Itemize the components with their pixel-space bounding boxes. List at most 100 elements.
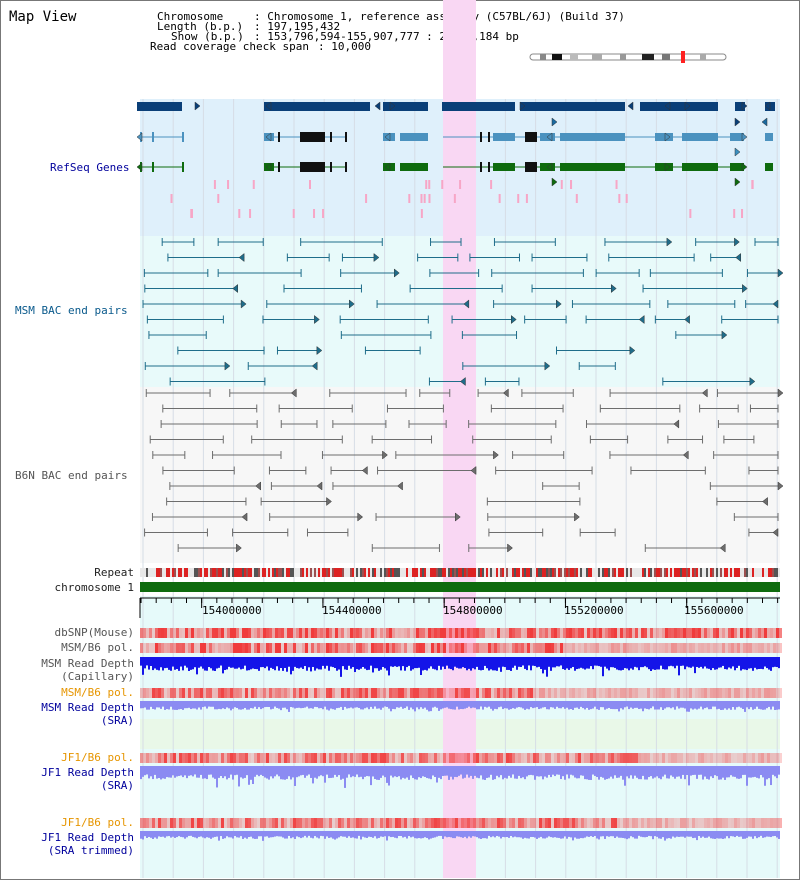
refseq-pink-marker: [308, 180, 311, 189]
jf1-depth-bar: [154, 766, 156, 775]
msm-depth-sra-bar: [276, 701, 278, 708]
track-label-msm-b6-pol: MSM/B6 pol.: [61, 641, 134, 654]
jf1-depth-trimmed-bar: [300, 831, 302, 839]
msm-depth-capillary-bar: [484, 657, 486, 666]
msm-depth-capillary-bar: [380, 657, 382, 670]
jf1-b6-pol-trimmed-strip: [557, 818, 560, 828]
jf1-depth-bar: [414, 766, 416, 780]
jf1-depth-bar: [176, 766, 178, 777]
repeat-mark: [678, 568, 680, 577]
dbsnp-strip: [713, 628, 716, 638]
msm-depth-sra-bar: [268, 701, 270, 708]
jf1-depth-trimmed-bar: [658, 831, 660, 839]
repeat-mark: [552, 568, 554, 577]
repeat-mark: [150, 568, 152, 577]
repeat-mark: [306, 568, 308, 577]
repeat-mark: [272, 568, 274, 577]
jf1-b6-pol-strip: [752, 753, 755, 763]
dbsnp-strip: [536, 628, 539, 638]
jf1-depth-trimmed-bar: [596, 831, 598, 839]
msm-depth-capillary-bar: [722, 657, 724, 666]
msm-depth-capillary-bar: [432, 657, 434, 669]
gene-exon: [488, 162, 490, 172]
jf1-depth-trimmed-bar: [368, 831, 370, 837]
repeat-mark: [342, 568, 344, 577]
jf1-depth-trimmed-bar: [426, 831, 428, 838]
msm-b6-pol-strip: [725, 643, 728, 653]
repeat-mark: [408, 568, 410, 577]
jf1-b6-pol-trimmed-strip: [734, 818, 737, 828]
msm-depth-capillary-bar: [752, 657, 754, 671]
repeat-mark: [554, 568, 556, 577]
msm-depth-sra-bar: [730, 701, 732, 710]
jf1-b6-pol-trimmed-strip: [668, 818, 671, 828]
track-label-b6n-bac: B6N BAC end pairs: [15, 469, 128, 482]
jf1-depth-bar: [214, 766, 216, 779]
dbsnp-strip: [152, 628, 155, 638]
jf1-b6-pol-trimmed-strip: [386, 818, 389, 828]
msm-b6-pol-strip: [146, 643, 149, 653]
repeat-mark: [656, 568, 658, 577]
dbsnp-strip: [740, 628, 743, 638]
msm-b6-pol-strip: [641, 643, 644, 653]
jf1-depth-bar: [454, 766, 456, 777]
msm-depth-sra-bar: [562, 701, 564, 708]
repeat-mark: [518, 568, 520, 577]
repeat-mark: [676, 568, 678, 577]
msm-depth-capillary-bar: [268, 657, 270, 671]
repeat-mark: [712, 568, 714, 577]
msm-b6-pol-sra-strip: [269, 688, 272, 698]
jf1-b6-pol-strip: [596, 753, 599, 763]
repeat-mark: [706, 568, 708, 577]
jf1-b6-pol-trimmed-strip: [440, 818, 443, 828]
jf1-b6-pol-strip: [755, 753, 758, 763]
jf1-depth-trimmed-bar: [474, 831, 476, 837]
dbsnp-strip: [389, 628, 392, 638]
jf1-depth-bar: [674, 766, 676, 779]
jf1-depth-trimmed-bar: [462, 831, 464, 838]
msm-b6-pol-sra-strip: [770, 688, 773, 698]
msm-b6-pol-sra-strip: [197, 688, 200, 698]
jf1-b6-pol-trimmed-strip: [740, 818, 743, 828]
msm-depth-capillary-bar: [756, 657, 758, 670]
msm-depth-capillary-bar: [330, 657, 332, 667]
msm-b6-pol-strip: [434, 643, 437, 653]
jf1-b6-pol-trimmed-strip: [347, 818, 350, 828]
msm-depth-sra-bar: [290, 701, 292, 707]
msm-depth-sra-bar: [484, 701, 486, 707]
jf1-b6-pol-trimmed-strip: [680, 818, 683, 828]
repeat-mark: [412, 568, 414, 577]
msm-b6-pol-strip: [521, 643, 524, 653]
msm-depth-capillary-bar: [528, 657, 530, 666]
jf1-b6-pol-trimmed-strip: [356, 818, 359, 828]
ideogram-band: [592, 54, 602, 60]
jf1-b6-pol-trimmed-strip: [191, 818, 194, 828]
jf1-b6-pol-strip: [227, 753, 230, 763]
dbsnp-strip: [728, 628, 731, 638]
ideogram-band: [642, 54, 654, 60]
msm-depth-capillary-bar: [480, 657, 482, 671]
repeat-mark: [516, 568, 518, 577]
msm-depth-sra-bar: [356, 701, 358, 708]
msm-b6-pol-strip: [209, 643, 212, 653]
msm-depth-sra-bar: [420, 701, 422, 708]
msm-b6-pol-sra-strip: [590, 688, 593, 698]
msm-depth-sra-bar: [654, 701, 656, 710]
jf1-depth-trimmed-bar: [312, 831, 314, 839]
msm-depth-sra-bar: [526, 701, 528, 709]
dbsnp-strip: [314, 628, 317, 638]
msm-b6-pol-strip: [410, 643, 413, 653]
msm-depth-capillary-bar: [692, 657, 694, 667]
dbsnp-strip: [176, 628, 179, 638]
msm-depth-capillary-bar: [768, 657, 770, 670]
msm-bac-pair-arrow: [463, 299, 470, 309]
jf1-depth-bar: [288, 766, 290, 777]
jf1-b6-pol-strip: [740, 753, 743, 763]
msm-depth-capillary-bar: [500, 657, 502, 672]
repeat-mark: [548, 568, 550, 577]
msm-depth-sra-bar: [304, 701, 306, 708]
msm-b6-pol-sra-strip: [737, 688, 740, 698]
jf1-b6-pol-trimmed-strip: [332, 818, 335, 828]
dbsnp-strip: [533, 628, 536, 638]
